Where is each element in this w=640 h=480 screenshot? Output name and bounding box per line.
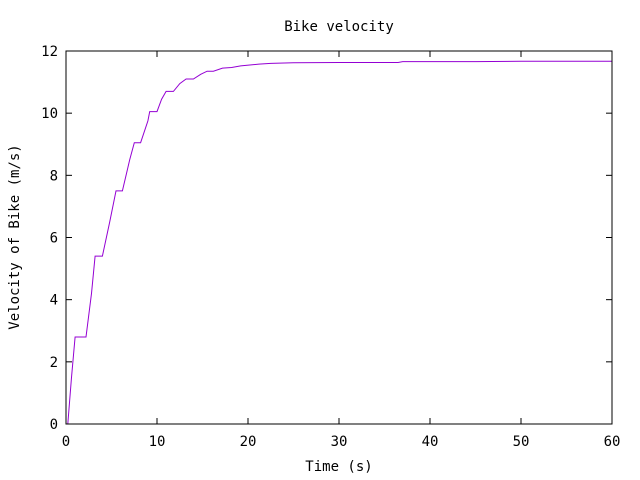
plot-area-border — [65, 50, 613, 425]
x-tick-label: 60 — [604, 434, 621, 450]
velocity-series-line — [67, 60, 612, 425]
x-tick-label: 50 — [513, 434, 530, 450]
y-tick-label: 12 — [41, 44, 58, 60]
y-tick-label: 4 — [50, 293, 58, 309]
y-tick-label: 0 — [50, 417, 58, 433]
y-tick-label: 6 — [50, 231, 58, 247]
axis-tick-labels: 0 10 20 30 40 50 60 0 2 4 6 8 10 12 — [41, 44, 620, 450]
x-tick-label: 0 — [62, 434, 70, 450]
y-tick-label: 8 — [50, 168, 58, 184]
axis-ticks — [65, 50, 613, 425]
chart-title: Bike velocity — [284, 19, 394, 35]
x-tick-label: 20 — [240, 434, 257, 450]
y-tick-label: 10 — [41, 106, 58, 122]
y-tick-label: 2 — [50, 355, 58, 371]
x-tick-label: 40 — [422, 434, 439, 450]
y-axis-label: Velocity of Bike (m/s) — [7, 144, 23, 329]
x-tick-label: 30 — [331, 434, 348, 450]
x-axis-label: Time (s) — [305, 459, 372, 475]
x-tick-label: 10 — [149, 434, 166, 450]
